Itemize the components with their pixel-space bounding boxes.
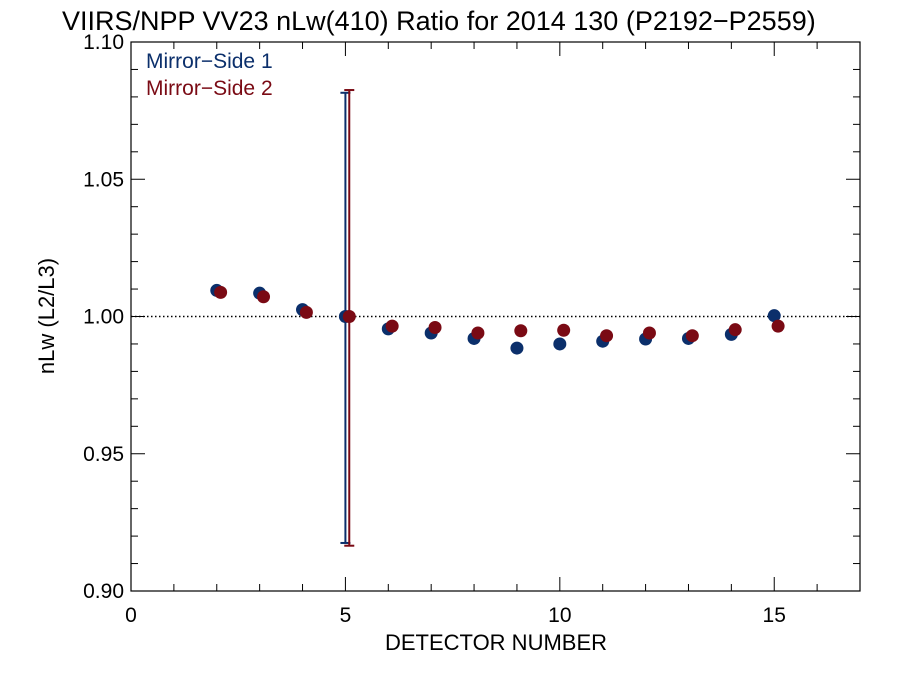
legend-entry: Mirror−Side 2 — [146, 77, 273, 100]
data-point — [299, 305, 313, 319]
data-point — [771, 319, 785, 333]
y-tick-label: 0.95 — [83, 443, 124, 466]
x-tick-label: 10 — [548, 604, 571, 627]
data-marks — [210, 89, 785, 547]
legend: Mirror−Side 1 Mirror−Side 2 — [146, 50, 273, 100]
y-axis-ticks: 0.90 0.95 1.00 1.05 1.10 — [83, 31, 860, 603]
data-point — [257, 290, 271, 304]
data-point — [471, 326, 485, 340]
x-tick-label: 5 — [340, 604, 352, 627]
legend-entry: Mirror−Side 1 — [146, 50, 273, 73]
data-point — [514, 324, 528, 338]
y-tick-label: 1.10 — [83, 31, 124, 54]
data-point — [342, 310, 356, 323]
y-tick-label: 1.00 — [83, 306, 124, 329]
data-point — [728, 323, 742, 337]
x-tick-label: 0 — [125, 604, 137, 627]
data-point — [553, 337, 567, 351]
data-point — [557, 323, 571, 337]
y-axis-label: nLw (L2/L3) — [34, 258, 59, 374]
data-point — [385, 319, 399, 333]
data-point — [685, 329, 699, 343]
y-tick-label: 1.05 — [83, 168, 124, 191]
data-point — [600, 329, 614, 343]
y-tick-label: 0.90 — [83, 580, 124, 603]
x-axis-label: DETECTOR NUMBER — [385, 630, 607, 655]
x-axis-ticks: 0 5 10 15 — [125, 42, 861, 627]
data-point — [510, 341, 524, 355]
data-point — [214, 285, 228, 299]
chart-title: VIIRS/NPP VV23 nLw(410) Ratio for 2014 1… — [62, 6, 816, 36]
x-tick-label: 15 — [763, 604, 786, 627]
data-point — [642, 326, 656, 340]
data-point — [428, 320, 442, 334]
data-point — [767, 309, 781, 323]
